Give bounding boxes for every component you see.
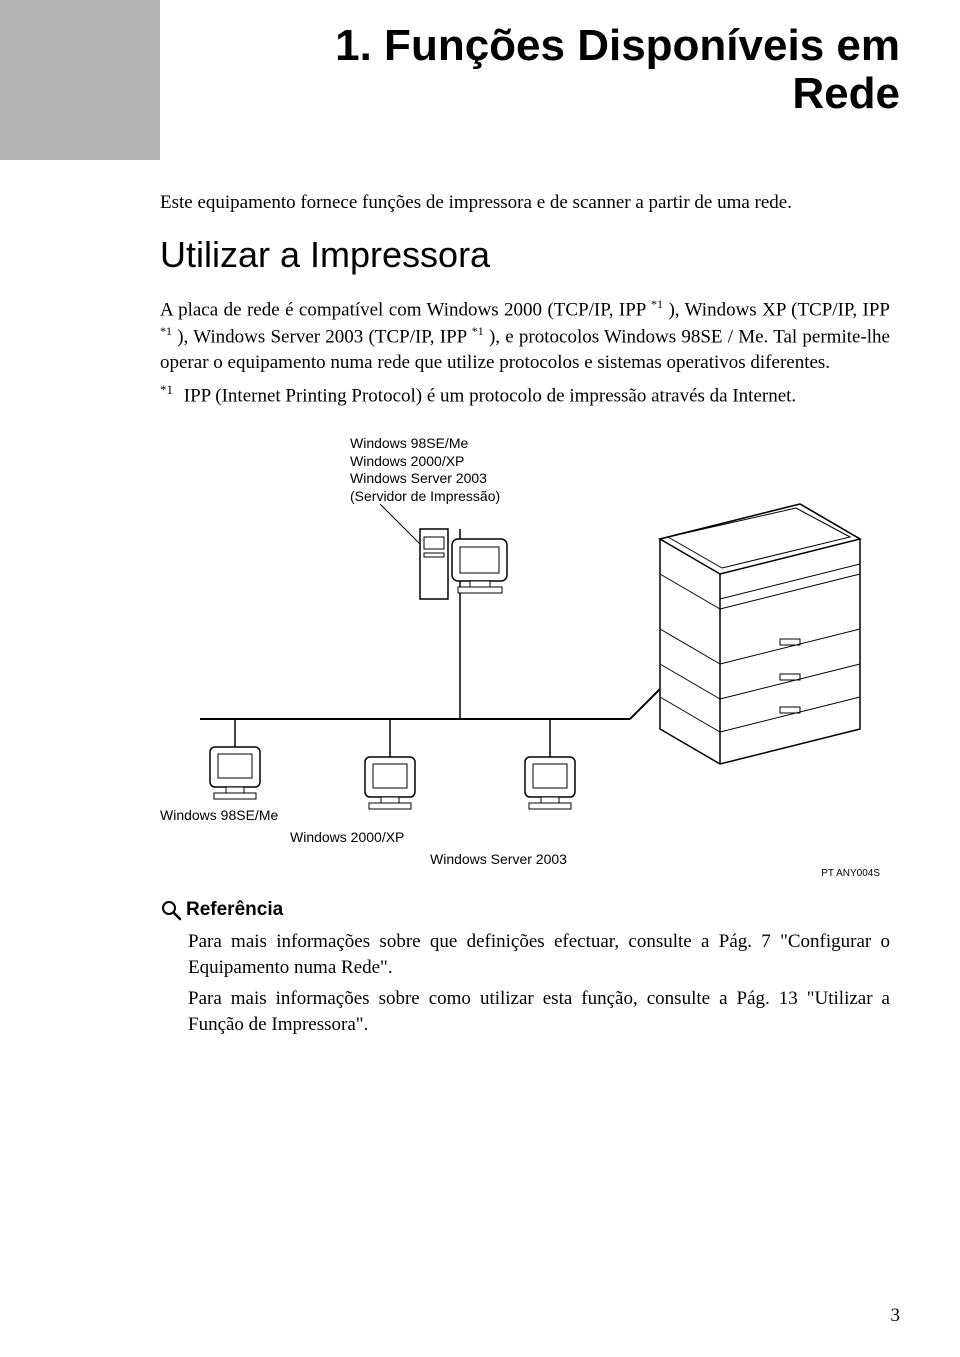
client2-icon: [365, 757, 415, 809]
server-label-l3: Windows Server 2003: [350, 470, 487, 486]
reference-paragraph-1: Para mais informações sobre que definiçõ…: [188, 929, 890, 980]
header-grey-block: [0, 0, 160, 160]
client3-icon: [525, 757, 575, 809]
reference-heading: Referência: [160, 899, 890, 921]
section-title: Utilizar a Impressora: [160, 234, 890, 276]
chapter-title-line1: 1. Funções Disponíveis em: [335, 21, 900, 70]
chapter-title-line2: Rede: [792, 69, 900, 118]
reference-heading-text: Referência: [186, 899, 283, 921]
network-diagram-svg: [160, 429, 880, 869]
page-number: 3: [891, 1305, 901, 1327]
footnote-text: IPP (Internet Printing Protocol) é um pr…: [184, 386, 796, 407]
reference-paragraph-2: Para mais informações sobre como utiliza…: [188, 986, 890, 1037]
server-label-l1: Windows 98SE/Me: [350, 435, 468, 451]
server-icon: [420, 529, 507, 599]
client1-label: Windows 98SE/Me: [160, 807, 278, 825]
body-paragraph: A placa de rede é compatível com Windows…: [160, 296, 890, 376]
server-label: Windows 98SE/Me Windows 2000/XP Windows …: [350, 435, 500, 505]
diagram-refcode: PT ANY004S: [821, 868, 880, 879]
server-label-l2: Windows 2000/XP: [350, 453, 464, 469]
footnote-mark: *1: [160, 382, 173, 397]
intro-paragraph: Este equipamento fornece funções de impr…: [160, 190, 890, 216]
chapter-title: 1. Funções Disponíveis em Rede: [160, 22, 900, 119]
client1-icon: [210, 747, 260, 799]
client2-label: Windows 2000/XP: [290, 829, 404, 847]
client3-label: Windows Server 2003: [430, 851, 567, 869]
reference-icon: [160, 899, 182, 921]
network-diagram: Windows 98SE/Me Windows 2000/XP Windows …: [160, 429, 880, 869]
copier-icon: [660, 429, 860, 764]
server-label-l4: (Servidor de Impressão): [350, 488, 500, 504]
page-content: Este equipamento fornece funções de impr…: [160, 190, 890, 1044]
footnote: *1 IPP (Internet Printing Protocol) é um…: [160, 381, 890, 409]
